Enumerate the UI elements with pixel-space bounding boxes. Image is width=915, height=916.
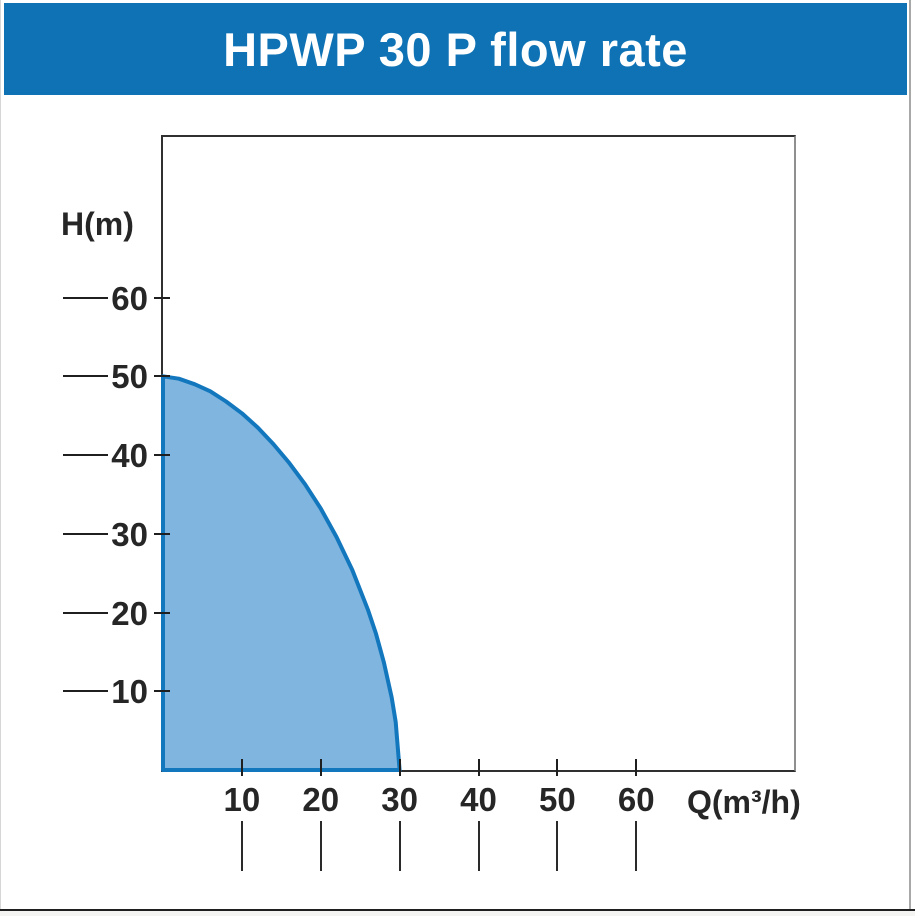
x-tick-rule bbox=[240, 821, 243, 871]
y-tick-label: 60 bbox=[111, 279, 148, 317]
pump-curve-area bbox=[161, 374, 402, 772]
x-tick-label: 40 bbox=[460, 781, 497, 818]
figure-title: HPWP 30 P flow rate bbox=[223, 22, 688, 76]
y-tick-label: 10 bbox=[111, 673, 148, 711]
plot-area bbox=[161, 135, 796, 772]
page-bottom-border bbox=[0, 909, 915, 911]
flow-curve-svg bbox=[161, 374, 402, 772]
page-right-border bbox=[909, 0, 911, 916]
y-tick-dash bbox=[63, 296, 108, 299]
x-tick-label: 30 bbox=[381, 781, 418, 818]
y-tick-label: 40 bbox=[111, 437, 148, 475]
page-left-border bbox=[0, 0, 1, 916]
x-tick-rule bbox=[319, 821, 322, 871]
y-tick-label: 20 bbox=[111, 594, 148, 632]
y-tick-dash bbox=[63, 375, 108, 378]
x-tick-label: 50 bbox=[539, 781, 576, 818]
y-tick-dash bbox=[63, 454, 108, 457]
y-tick-label: 50 bbox=[111, 358, 148, 396]
y-tick-dash bbox=[63, 611, 108, 614]
x-tick-rule bbox=[635, 821, 638, 871]
x-tick-label: 60 bbox=[617, 781, 655, 818]
x-tick-label: 10 bbox=[223, 781, 261, 818]
y-tick-dash bbox=[63, 532, 108, 535]
x-axis-title: Q(m³/h) bbox=[687, 784, 801, 820]
y-tick-dash bbox=[63, 690, 108, 693]
x-tick-rule bbox=[556, 821, 559, 871]
y-axis-title: H(m) bbox=[61, 206, 134, 242]
x-tick-rule bbox=[398, 821, 401, 871]
figure-title-bar: HPWP 30 P flow rate bbox=[4, 3, 907, 95]
x-tick-label: 20 bbox=[302, 781, 340, 818]
x-tick-rule bbox=[477, 821, 480, 871]
y-tick-label: 30 bbox=[111, 515, 148, 553]
page-bottom-margin bbox=[0, 911, 915, 916]
